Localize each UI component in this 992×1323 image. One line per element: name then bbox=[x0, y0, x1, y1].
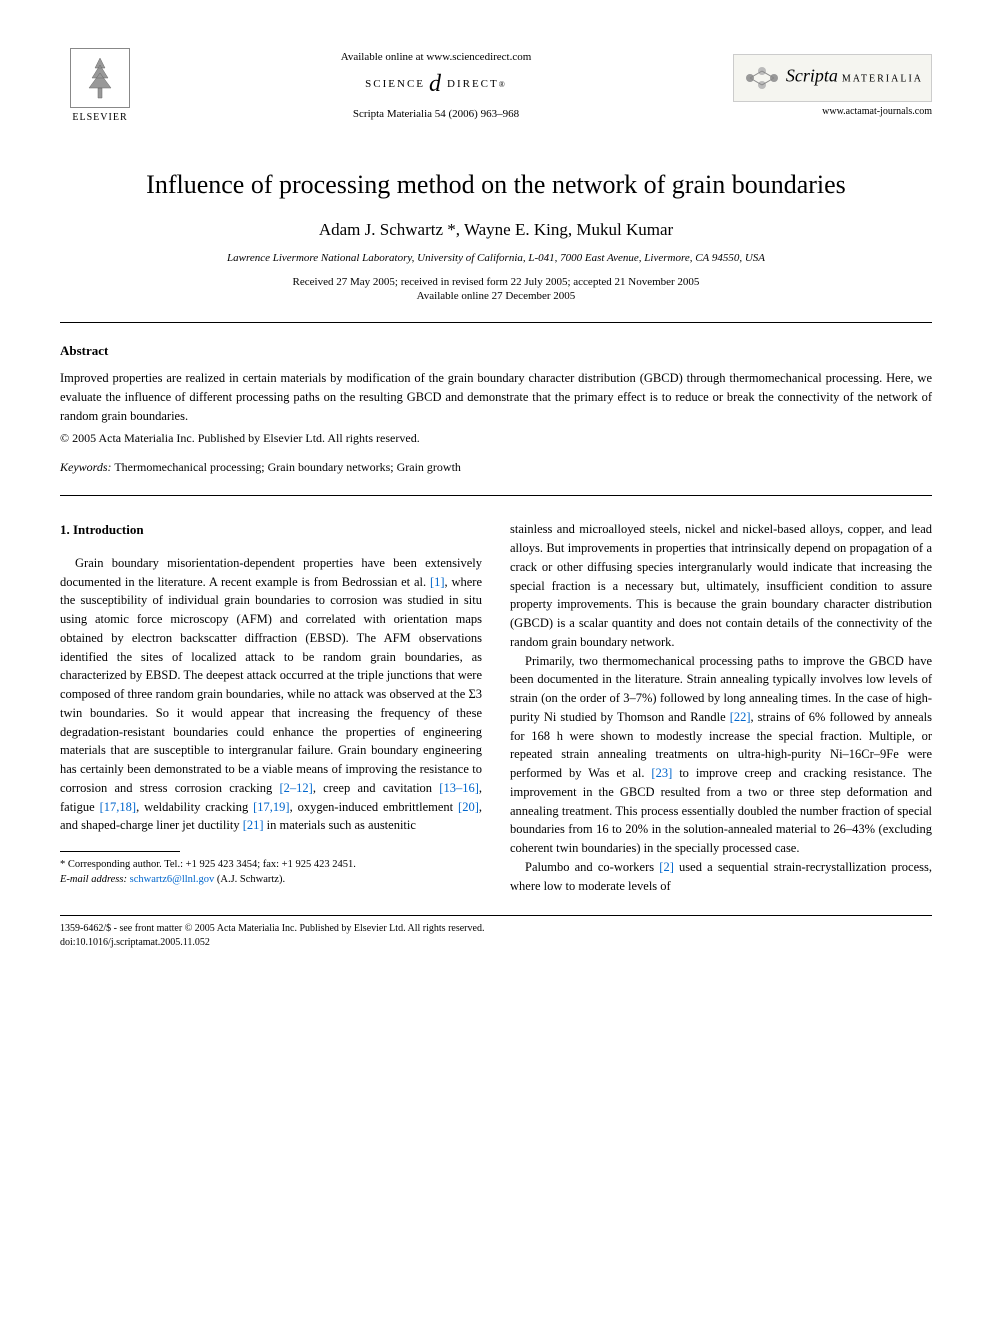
article-title: Influence of processing method on the ne… bbox=[60, 170, 932, 200]
text-span: Palumbo and co-workers bbox=[525, 860, 659, 874]
para-col2-2: Primarily, two thermomechanical processi… bbox=[510, 652, 932, 858]
text-span: Grain boundary misorientation-dependent … bbox=[60, 556, 482, 589]
footnote-divider bbox=[60, 851, 180, 852]
footer-line2: doi:10.1016/j.scriptamat.2005.11.052 bbox=[60, 936, 932, 950]
journal-logo-block: Scripta MATERIALIA www.actamat-journals.… bbox=[732, 54, 932, 117]
authors: Adam J. Schwartz *, Wayne E. King, Mukul… bbox=[60, 220, 932, 240]
elsevier-logo: ELSEVIER bbox=[60, 40, 140, 130]
para-col2-1: stainless and microalloyed steels, nicke… bbox=[510, 520, 932, 651]
ref-link-20[interactable]: [20] bbox=[458, 800, 479, 814]
footer-line1: 1359-6462/$ - see front matter © 2005 Ac… bbox=[60, 922, 932, 936]
section-1-heading: 1. Introduction bbox=[60, 520, 482, 540]
registered-icon: ® bbox=[499, 80, 507, 89]
journal-subname: MATERIALIA bbox=[842, 73, 923, 84]
ref-link-13-16[interactable]: [13–16] bbox=[439, 781, 479, 795]
keywords-row: Keywords: Thermomechanical processing; G… bbox=[60, 460, 932, 475]
para-col2-3: Palumbo and co-workers [2] used a sequen… bbox=[510, 858, 932, 896]
ref-link-22[interactable]: [22] bbox=[730, 710, 751, 724]
journal-reference: Scripta Materialia 54 (2006) 963–968 bbox=[140, 108, 732, 120]
journal-url: www.actamat-journals.com bbox=[732, 106, 932, 117]
dates-available: Available online 27 December 2005 bbox=[60, 290, 932, 302]
available-online-text: Available online at www.sciencedirect.co… bbox=[140, 51, 732, 63]
column-left: 1. Introduction Grain boundary misorient… bbox=[60, 520, 482, 895]
text-span: in materials such as austenitic bbox=[264, 818, 416, 832]
footer-divider bbox=[60, 915, 932, 916]
divider-bottom bbox=[60, 495, 932, 496]
science-label: SCIENCE bbox=[365, 78, 425, 90]
text-span: , where the susceptibility of individual… bbox=[60, 575, 482, 795]
ref-link-1[interactable]: [1] bbox=[430, 575, 445, 589]
body-columns: 1. Introduction Grain boundary misorient… bbox=[60, 520, 932, 895]
keywords-text: Thermomechanical processing; Grain bound… bbox=[112, 460, 461, 474]
ref-link-17-18[interactable]: [17,18] bbox=[100, 800, 136, 814]
dates-received: Received 27 May 2005; received in revise… bbox=[60, 276, 932, 288]
affiliation: Lawrence Livermore National Laboratory, … bbox=[60, 252, 932, 264]
text-span: , weldability cracking bbox=[136, 800, 253, 814]
at-symbol-icon: d bbox=[429, 71, 443, 98]
email-suffix: (A.J. Schwartz). bbox=[214, 874, 285, 885]
ref-link-2b[interactable]: [2] bbox=[659, 860, 674, 874]
journal-name: Scripta bbox=[786, 65, 838, 85]
abstract-copyright: © 2005 Acta Materialia Inc. Published by… bbox=[60, 431, 932, 446]
direct-label: DIRECT bbox=[447, 78, 499, 90]
ref-link-2-12[interactable]: [2–12] bbox=[279, 781, 312, 795]
ref-link-21[interactable]: [21] bbox=[243, 818, 264, 832]
keywords-label: Keywords: bbox=[60, 460, 112, 474]
abstract-heading: Abstract bbox=[60, 343, 932, 359]
column-right: stainless and microalloyed steels, nicke… bbox=[510, 520, 932, 895]
text-span: , creep and cavitation bbox=[313, 781, 439, 795]
elsevier-label: ELSEVIER bbox=[72, 112, 127, 123]
para-1: Grain boundary misorientation-dependent … bbox=[60, 554, 482, 835]
email-link[interactable]: schwartz6@llnl.gov bbox=[130, 874, 215, 885]
center-header: Available online at www.sciencedirect.co… bbox=[140, 51, 732, 120]
footnote-email: E-mail address: schwartz6@llnl.gov (A.J.… bbox=[60, 873, 482, 888]
email-label: E-mail address: bbox=[60, 874, 127, 885]
text-span: , oxygen-induced embrittlement bbox=[290, 800, 458, 814]
elsevier-tree-icon bbox=[70, 48, 130, 108]
abstract-text: Improved properties are realized in cert… bbox=[60, 369, 932, 425]
header-row: ELSEVIER Available online at www.science… bbox=[60, 40, 932, 130]
ref-link-17-19[interactable]: [17,19] bbox=[253, 800, 289, 814]
journal-logo-box: Scripta MATERIALIA bbox=[733, 54, 932, 102]
divider-top bbox=[60, 322, 932, 323]
molecule-icon bbox=[742, 63, 782, 93]
science-direct-logo: SCIENCE d DIRECT ® bbox=[140, 71, 732, 98]
ref-link-23[interactable]: [23] bbox=[651, 766, 672, 780]
footnote-corresponding: * Corresponding author. Tel.: +1 925 423… bbox=[60, 858, 482, 873]
